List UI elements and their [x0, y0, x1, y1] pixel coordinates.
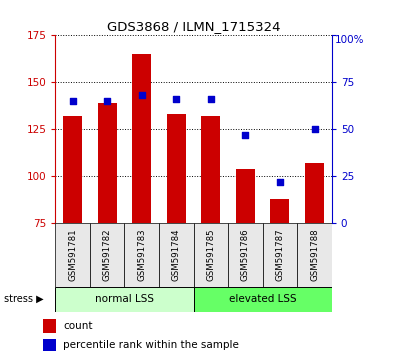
Bar: [55, 223, 90, 287]
Text: GSM591788: GSM591788: [310, 228, 319, 281]
Point: [173, 96, 179, 102]
Point: [242, 132, 248, 138]
Text: percentile rank within the sample: percentile rank within the sample: [63, 341, 239, 350]
Point: [104, 98, 110, 104]
Bar: [271, 199, 290, 223]
Text: count: count: [63, 321, 92, 331]
Text: GSM591784: GSM591784: [172, 228, 181, 281]
Point: [70, 98, 76, 104]
Bar: [297, 223, 332, 287]
Bar: [263, 223, 297, 287]
Text: normal LSS: normal LSS: [95, 294, 154, 304]
Bar: [43, 319, 56, 333]
Text: stress ▶: stress ▶: [4, 294, 43, 304]
Bar: [63, 116, 82, 223]
Bar: [194, 223, 228, 287]
Bar: [159, 223, 194, 287]
Point: [311, 126, 318, 132]
Point: [277, 179, 283, 184]
Bar: [236, 169, 255, 223]
Bar: [194, 287, 332, 312]
Text: GSM591783: GSM591783: [137, 228, 146, 281]
Bar: [124, 223, 159, 287]
Title: GDS3868 / ILMN_1715324: GDS3868 / ILMN_1715324: [107, 20, 280, 33]
Text: GSM591785: GSM591785: [206, 228, 215, 281]
Text: GSM591781: GSM591781: [68, 228, 77, 281]
Bar: [228, 223, 263, 287]
Bar: [167, 114, 186, 223]
Text: elevated LSS: elevated LSS: [229, 294, 297, 304]
Text: GSM591782: GSM591782: [103, 228, 112, 281]
Bar: [43, 339, 56, 351]
Bar: [90, 223, 124, 287]
Point: [208, 96, 214, 102]
Point: [139, 93, 145, 98]
Bar: [98, 103, 117, 223]
Text: GSM591787: GSM591787: [275, 228, 284, 281]
Bar: [55, 287, 194, 312]
Bar: [132, 54, 151, 223]
Text: GSM591786: GSM591786: [241, 228, 250, 281]
Bar: [201, 116, 220, 223]
Text: 100%: 100%: [335, 35, 364, 45]
Bar: [305, 163, 324, 223]
